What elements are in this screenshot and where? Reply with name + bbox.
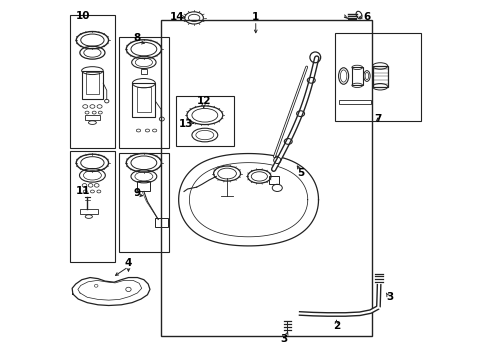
Text: 9: 9 [134, 188, 141, 198]
Bar [161, 21, 372, 336]
Bar [339, 100, 371, 104]
Text: 7: 7 [374, 114, 381, 124]
Bar [70, 151, 115, 262]
Bar [141, 69, 147, 74]
Text: 11: 11 [75, 186, 90, 196]
Bar [335, 33, 421, 121]
Text: 5: 5 [297, 168, 304, 178]
Text: 4: 4 [125, 258, 132, 268]
Bar [352, 67, 363, 85]
Text: 2: 2 [333, 321, 340, 331]
Text: 6: 6 [363, 12, 370, 22]
Text: 3: 3 [387, 292, 394, 302]
Bar [132, 83, 155, 117]
Text: 14: 14 [170, 12, 184, 22]
Text: 1: 1 [252, 12, 259, 22]
Bar [137, 181, 150, 192]
Bar [155, 218, 168, 227]
Bar [176, 96, 234, 146]
Bar [80, 210, 98, 214]
Bar [82, 71, 103, 99]
Bar [119, 153, 169, 252]
Bar [270, 176, 279, 184]
Text: 13: 13 [178, 120, 193, 129]
Text: 3: 3 [280, 333, 287, 343]
Bar [86, 72, 99, 94]
Text: 10: 10 [75, 11, 90, 21]
Bar [373, 66, 388, 87]
Bar [137, 87, 151, 112]
Text: 12: 12 [196, 96, 211, 106]
Bar [119, 37, 169, 148]
Bar [84, 115, 100, 120]
Bar [70, 15, 115, 148]
Text: 8: 8 [134, 33, 141, 43]
